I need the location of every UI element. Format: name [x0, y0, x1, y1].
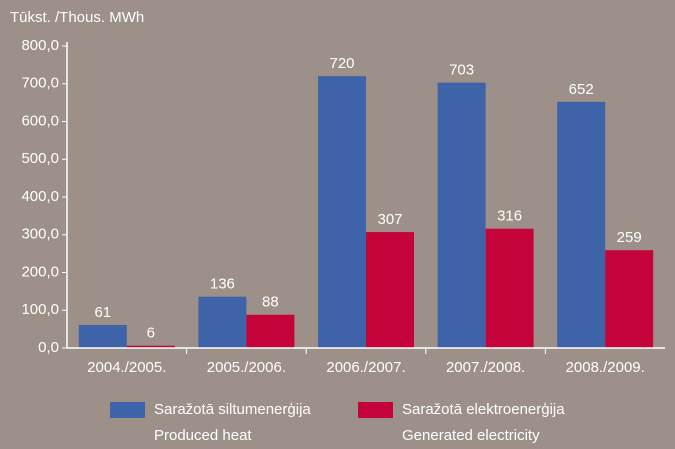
y-tick-label: 500,0: [21, 150, 59, 167]
y-tick-label: 600,0: [21, 112, 59, 129]
value-label: 88: [262, 294, 279, 311]
value-label: 61: [94, 304, 111, 321]
legend-swatch: [358, 402, 393, 418]
x-tick-label: 2005./2006.: [207, 359, 286, 376]
legend-label: Saražotā siltumenerģija Produced heat: [154, 401, 311, 444]
bar: [485, 228, 534, 348]
value-label: 720: [329, 55, 354, 72]
y-tick-label: 300,0: [21, 226, 59, 243]
x-tick-label: 2007./2008.: [446, 359, 525, 376]
value-label: 316: [497, 208, 522, 225]
x-tick-label: 2004./2005.: [87, 359, 166, 376]
value-label: 703: [449, 62, 474, 79]
bar: [366, 232, 414, 348]
value-label: 307: [377, 211, 402, 228]
legend-label: Saražotā elektroenerģija Generated electr…: [402, 401, 565, 444]
bar: [557, 101, 606, 349]
bar: [198, 296, 247, 348]
value-label: 259: [617, 229, 642, 246]
y-tick-label: 400,0: [21, 188, 59, 205]
y-tick-label: 200,0: [21, 263, 59, 280]
y-tick-label: 0,0: [38, 339, 59, 356]
y-tick-label: 800,0: [21, 37, 59, 54]
bar: [605, 250, 654, 348]
y-tick-label: 100,0: [21, 301, 59, 318]
legend-swatch: [110, 402, 145, 418]
bar: [437, 82, 486, 349]
bar: [318, 76, 366, 348]
bar: [78, 324, 127, 348]
y-tick-label: 700,0: [21, 75, 59, 92]
value-label: 6: [147, 325, 155, 342]
bar: [246, 314, 295, 348]
x-tick-label: 2006./2007.: [326, 359, 405, 376]
value-label: 136: [210, 276, 235, 293]
x-tick-label: 2008./2009.: [566, 359, 645, 376]
bar: [126, 345, 175, 348]
y-axis-label: Tūkst. /Thous. MWh: [10, 9, 144, 26]
value-label: 652: [569, 81, 594, 98]
